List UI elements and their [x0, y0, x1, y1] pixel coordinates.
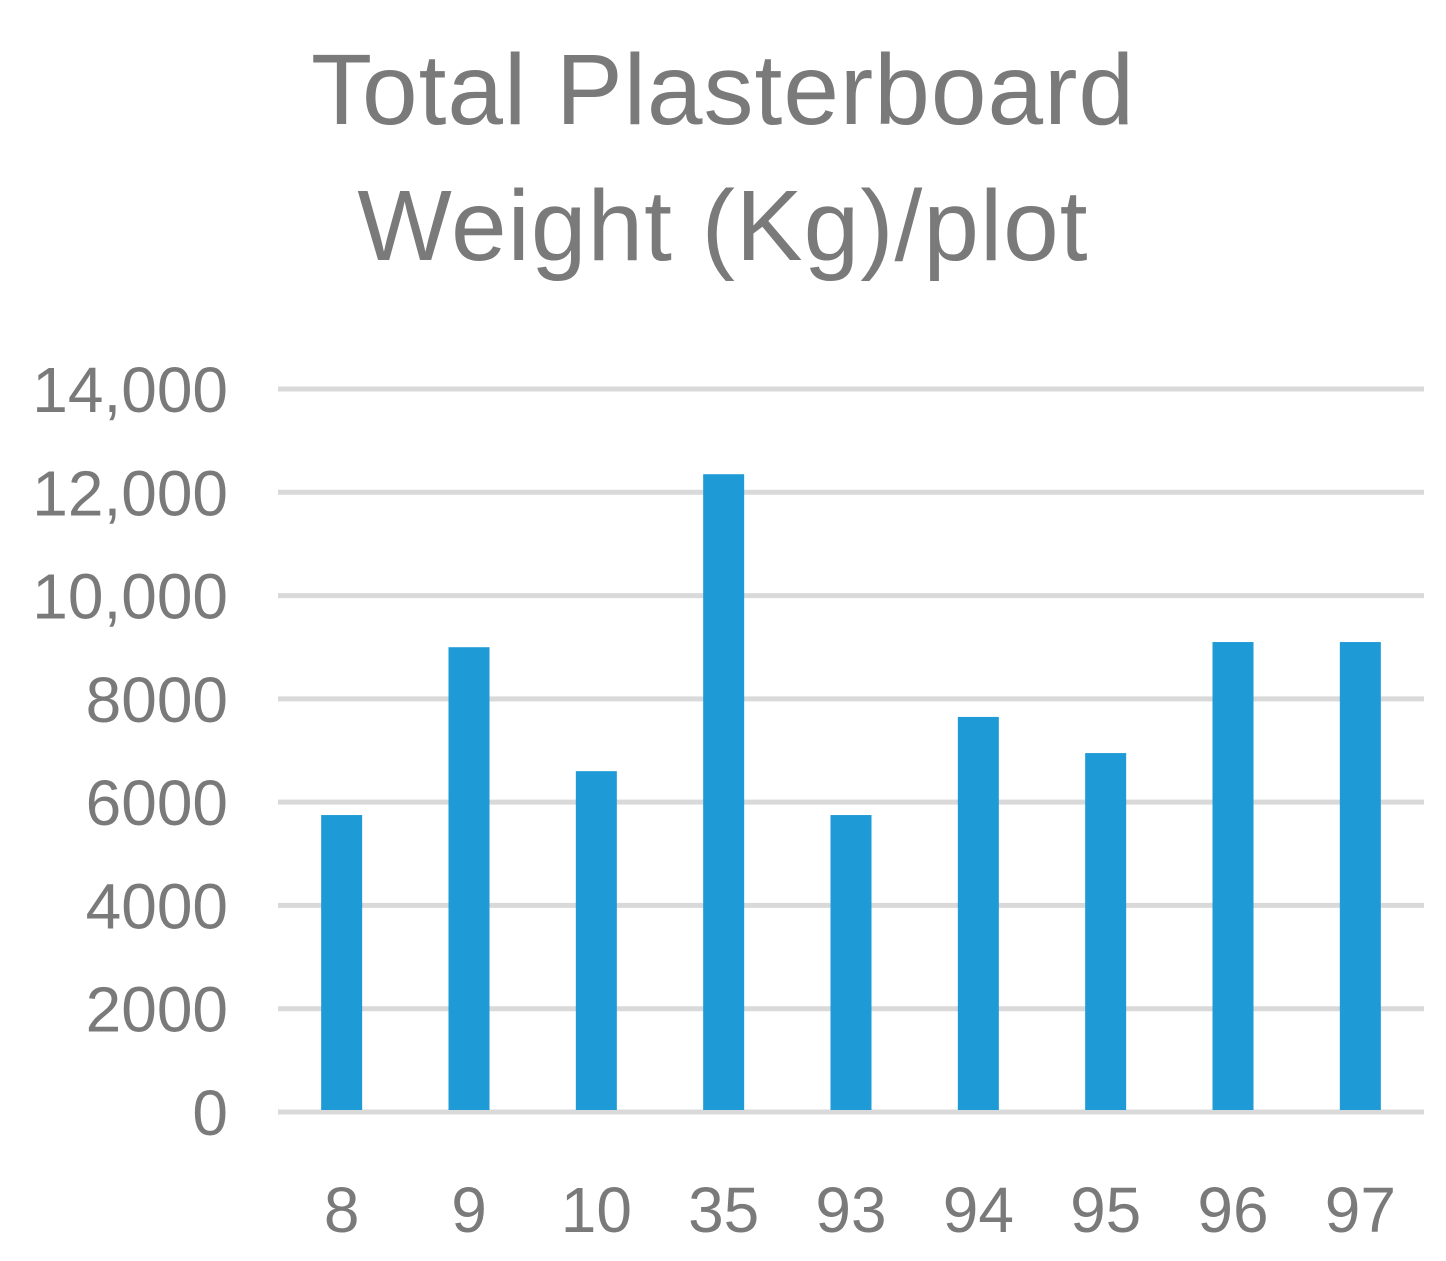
x-tick-label: 97	[1325, 1174, 1396, 1246]
y-tick-label: 12,000	[32, 457, 228, 529]
bar	[448, 647, 490, 1110]
bar	[703, 474, 745, 1111]
y-tick-label: 0	[192, 1077, 228, 1149]
bar	[957, 716, 999, 1110]
chart-title-line-1: Total Plasterboard	[310, 34, 1135, 146]
x-tick-label: 9	[451, 1174, 487, 1246]
y-tick-label: 14,000	[32, 354, 228, 426]
chart-title: Total Plasterboard Weight (Kg)/plot	[0, 22, 1446, 294]
y-tick-label: 10,000	[32, 561, 228, 633]
bar	[575, 771, 617, 1110]
bar	[1212, 642, 1254, 1110]
bar	[830, 815, 872, 1110]
bar	[1339, 642, 1381, 1110]
x-tick-label: 10	[561, 1174, 632, 1246]
chart-title-line-2: Weight (Kg)/plot	[357, 170, 1089, 282]
y-tick-label: 4000	[86, 870, 228, 942]
x-tick-label: 8	[324, 1174, 360, 1246]
x-tick-label: 35	[688, 1174, 759, 1246]
bar	[1085, 753, 1127, 1110]
x-tick-label: 95	[1070, 1174, 1141, 1246]
bar	[321, 815, 363, 1110]
y-tick-label: 6000	[86, 767, 228, 839]
y-tick-label: 8000	[86, 664, 228, 736]
x-tick-label: 96	[1197, 1174, 1268, 1246]
x-tick-label: 93	[815, 1174, 886, 1246]
x-tick-label: 94	[943, 1174, 1014, 1246]
y-tick-label: 2000	[86, 974, 228, 1046]
